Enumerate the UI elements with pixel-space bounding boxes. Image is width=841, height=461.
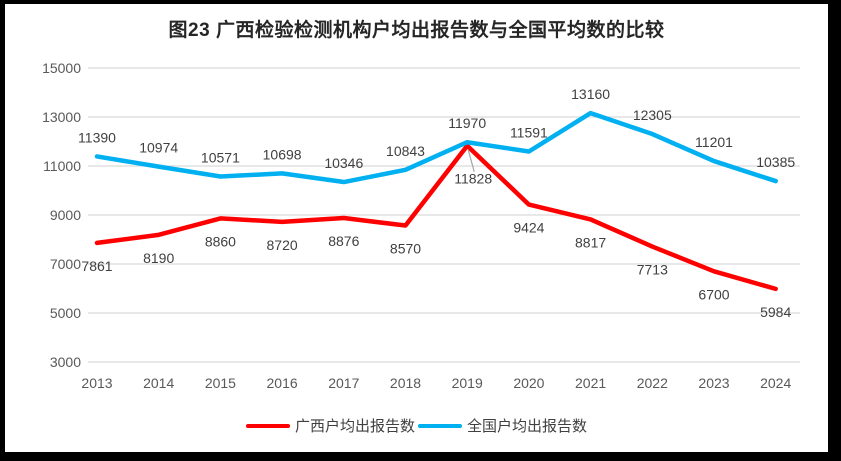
data-label-0-2015: 8860 [205, 233, 236, 249]
legend-swatch-guangxi-icon [245, 423, 290, 428]
x-axis-tick-label: 2014 [143, 375, 174, 391]
data-label-1-2021: 13160 [571, 86, 610, 102]
data-label-0-2022: 7713 [637, 262, 668, 278]
y-axis-tick-label: 11000 [43, 158, 81, 174]
x-axis-tick-label: 2022 [637, 375, 668, 391]
y-axis-tick-label: 7000 [50, 256, 81, 272]
data-label-0-2016: 8720 [267, 237, 298, 253]
data-label-0-2019: 11828 [454, 171, 492, 187]
legend-label-national: 全国户均出报告数 [467, 418, 588, 435]
y-axis-tick-label: 15000 [42, 60, 81, 76]
data-label-1-2014: 10974 [139, 140, 178, 156]
data-label-1-2016: 10698 [263, 146, 302, 162]
series-line-0 [94, 143, 778, 292]
x-axis-tick-label: 2017 [328, 375, 359, 391]
label-leader-line [467, 149, 475, 172]
x-axis-tick-label: 2015 [205, 375, 236, 391]
data-label-0-2014: 8190 [143, 250, 174, 266]
x-axis-tick-label: 2020 [513, 375, 544, 391]
y-axis-tick-label: 3000 [50, 354, 81, 370]
data-label-1-2013: 11390 [78, 129, 116, 145]
x-axis-tick-label: 2019 [452, 375, 483, 391]
series-line-1 [94, 110, 778, 185]
data-label-1-2018: 10843 [386, 143, 425, 159]
data-label-0-2023: 6700 [698, 286, 729, 302]
legend: 广西户均出报告数 全国户均出报告数 [5, 415, 828, 436]
chart-title: 图23 广西检验检测机构户均出报告数与全国平均数的比较 [168, 20, 665, 41]
legend-item-guangxi: 广西户均出报告数 [245, 415, 415, 436]
data-label-0-2024: 5984 [760, 304, 791, 320]
data-label-1-2017: 10346 [324, 155, 363, 171]
data-label-0-2020: 9424 [513, 220, 544, 236]
legend-label-guangxi: 广西户均出报告数 [294, 418, 415, 435]
data-label-1-2024: 10385 [756, 154, 795, 170]
data-label-1-2022: 12305 [633, 107, 672, 123]
data-label-0-2021: 8817 [575, 234, 606, 250]
x-axis-tick-label: 2024 [760, 375, 791, 391]
x-axis-tick-label: 2013 [81, 375, 112, 391]
data-label-0-2013: 7861 [81, 258, 112, 274]
x-axis-tick-label: 2018 [390, 375, 421, 391]
y-axis-tick-label: 5000 [50, 305, 81, 321]
data-label-0-2018: 8570 [390, 241, 421, 257]
x-axis-tick-label: 2016 [267, 375, 298, 391]
data-label-1-2015: 10571 [201, 150, 240, 166]
legend-item-national: 全国户均出报告数 [418, 415, 587, 436]
x-axis-tick-label: 2021 [575, 375, 606, 391]
data-label-1-2020: 11591 [510, 125, 548, 141]
data-label-0-2017: 8876 [328, 233, 359, 249]
data-label-1-2019: 11970 [448, 115, 486, 131]
y-axis-tick-label: 9000 [50, 207, 81, 223]
data-label-1-2023: 11201 [695, 134, 733, 150]
legend-swatch-national-icon [418, 423, 462, 428]
y-axis-tick-label: 13000 [42, 109, 81, 125]
x-axis-tick-label: 2023 [698, 375, 729, 391]
